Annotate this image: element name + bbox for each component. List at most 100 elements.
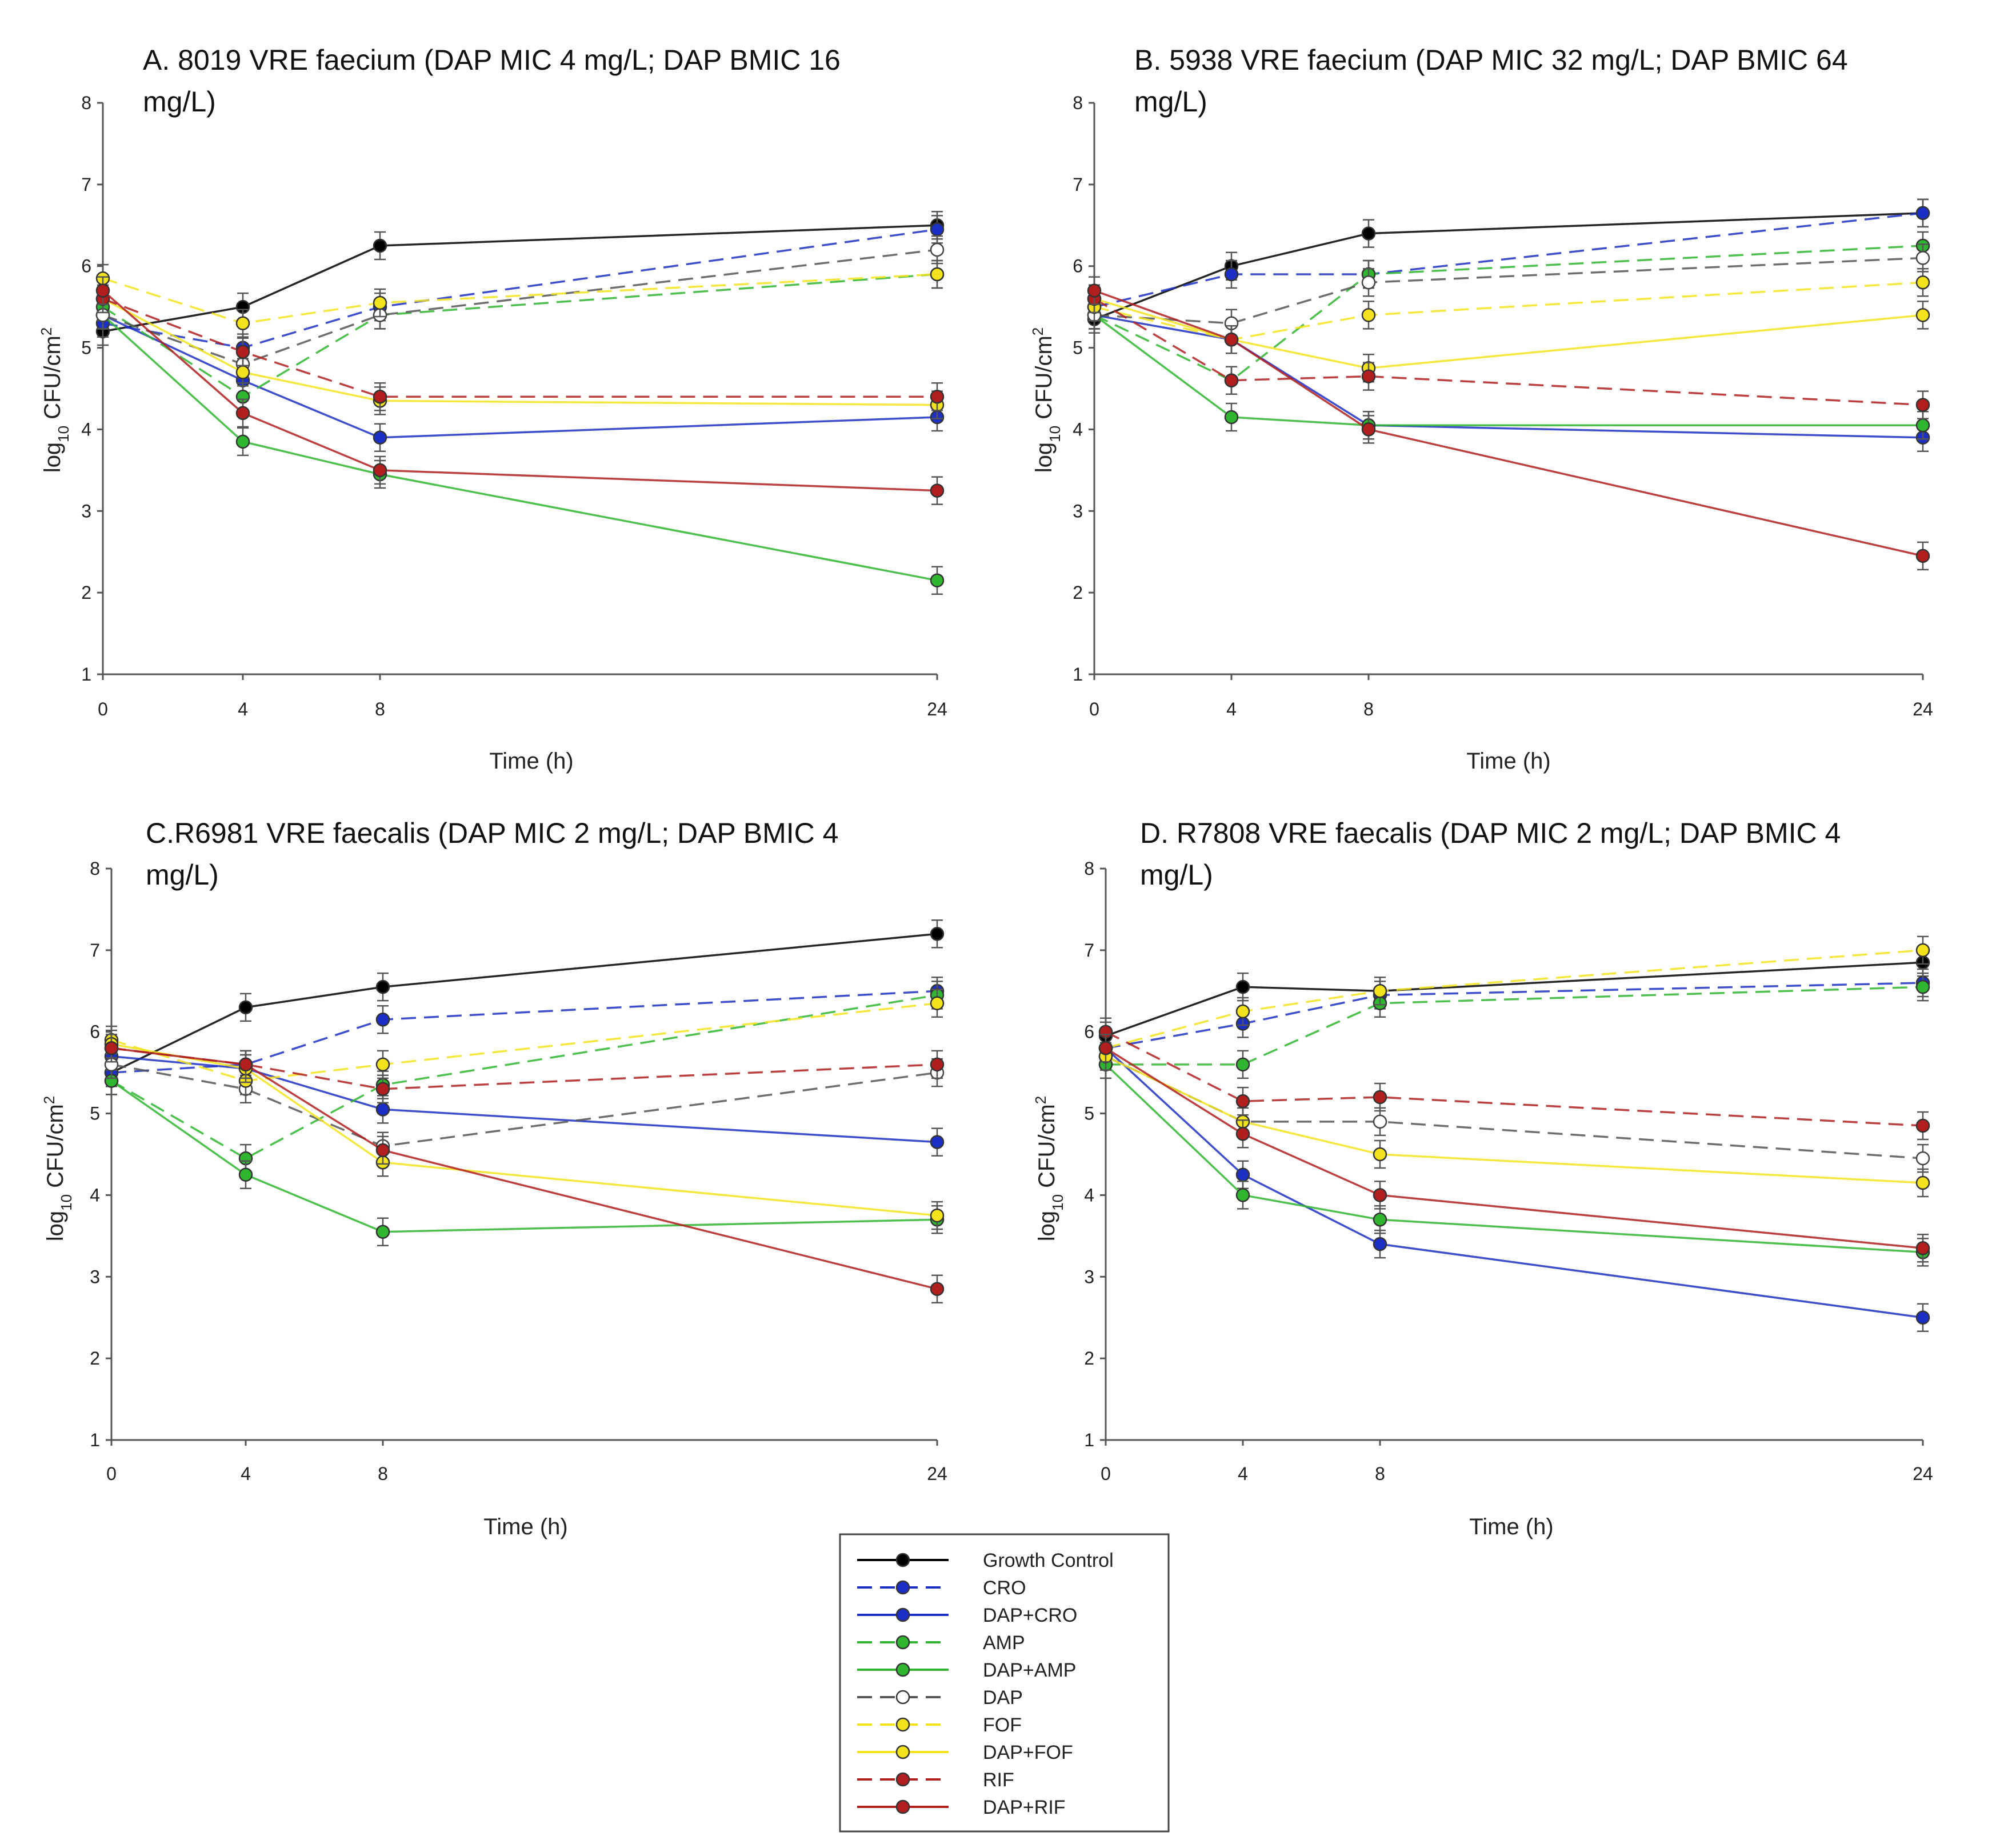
legend-marker-rif: [895, 1772, 910, 1787]
panel-a-point-fof: [235, 316, 250, 330]
panel-d-point-dap-plus-rif: [1235, 1127, 1250, 1141]
panel-c-point-rif: [930, 1057, 945, 1072]
panel-d-point-dap-plus-fof: [1915, 1175, 1930, 1190]
panel-d-point-dap: [1915, 1151, 1930, 1166]
panel-d-title-line1: D. R7808 VRE faecalis (DAP MIC 2 mg/L; D…: [1140, 817, 1841, 849]
legend-entry-fof: FOF: [857, 1714, 1022, 1736]
panel-c-y-tick-label: 7: [90, 940, 100, 961]
panel-a-y-tick-label: 7: [81, 174, 91, 195]
legend-label-fof: FOF: [983, 1714, 1022, 1736]
panel-a-line-dap-plus-rif: [102, 290, 938, 492]
panel-c-line-dap-plus-rif: [111, 1047, 938, 1290]
panel-a-x-tick-label: 8: [375, 699, 385, 719]
panel-a-x-tick-label: 24: [927, 699, 947, 719]
panel-d-point-amp: [1235, 1057, 1250, 1072]
panel-c-series-dap-plus-rif: [104, 1034, 945, 1303]
panel-d-point-rif: [1915, 1118, 1930, 1133]
panel-c-line-dap-plus-amp: [110, 1079, 938, 1233]
legend-marker-amp: [895, 1635, 910, 1650]
panel-a-line-dap-plus-amp: [102, 314, 938, 582]
panel-d-x-axis-label: Time (h): [1469, 1514, 1553, 1539]
panel-b-y-tick-label: 6: [1073, 256, 1083, 277]
legend-marker-growth-control: [895, 1553, 910, 1567]
panel-c: C.R6981 VRE faecalis (DAP MIC 2 mg/L; DA…: [41, 817, 947, 1539]
panel-d-point-rif: [1235, 1094, 1250, 1109]
panel-a-point-dap-plus-rif: [235, 406, 250, 421]
panel-c-x-tick-label: 0: [106, 1463, 117, 1484]
panel-a-point-dap-plus-rif: [373, 463, 387, 478]
panel-b-point-rif: [1224, 373, 1239, 387]
panel-d-line-dap-plus-amp: [1105, 1063, 1923, 1254]
panel-c-point-cro: [375, 1013, 390, 1027]
legend-entry-dap-plus-rif: DAP+RIF: [857, 1797, 1066, 1818]
panel-b-x-tick-label: 8: [1363, 699, 1374, 719]
panel-d-y-tick-label: 1: [1084, 1430, 1094, 1450]
panel-d-y-axis-label: log10 CFU/cm2: [1032, 1096, 1066, 1242]
panel-c-point-rif: [375, 1082, 390, 1096]
panel-b-y-tick-label: 1: [1073, 664, 1083, 685]
panel-b-point-dap-plus-fof: [1915, 308, 1930, 322]
panel-b-title-line2: mg/L): [1134, 86, 1207, 118]
panel-d-point-fof: [1915, 943, 1930, 958]
legend-label-cro: CRO: [983, 1577, 1026, 1599]
panel-b-y-axis-label: log10 CFU/cm2: [1029, 327, 1063, 473]
panel-d-line-fof: [1105, 949, 1923, 1049]
panel-b-point-dap-plus-rif: [1087, 283, 1102, 298]
panel-b-point-dap-plus-rif: [1224, 333, 1239, 347]
legend-label-dap-plus-rif: DAP+RIF: [983, 1797, 1066, 1818]
panel-d-y-tick-label: 7: [1084, 940, 1094, 961]
panel-b-series-dap-plus-rif: [1087, 276, 1930, 571]
legend-label-dap-plus-fof: DAP+FOF: [983, 1742, 1073, 1763]
panel-d-x-tick-label: 8: [1375, 1463, 1385, 1484]
panel-b-line-dap-plus-cro: [1094, 314, 1923, 439]
panel-d-point-dap-plus-amp: [1235, 1188, 1250, 1202]
panel-d-point-amp: [1915, 979, 1930, 994]
panel-a-x-tick-label: 0: [98, 699, 108, 719]
panel-b-y-tick-label: 2: [1073, 582, 1083, 603]
legend-entry-amp: AMP: [857, 1632, 1025, 1654]
legend-marker-dap-plus-rif: [895, 1799, 910, 1814]
panel-c-y-tick-label: 3: [90, 1266, 100, 1287]
panel-b-point-fof: [1915, 275, 1930, 290]
panel-a-point-fof: [373, 295, 387, 310]
panel-b-x-tick-label: 4: [1226, 699, 1237, 719]
panel-d-line-dap-plus-cro: [1105, 1047, 1923, 1319]
legend-entry-dap-plus-cro: DAP+CRO: [857, 1605, 1077, 1626]
panel-b-point-cro: [1224, 267, 1239, 282]
panel-a-point-rif: [235, 345, 250, 359]
panel-a-line-dap: [102, 249, 938, 365]
panel-c-x-tick-label: 4: [241, 1463, 251, 1484]
panel-a-point-rif: [930, 390, 945, 404]
panel-d-point-fof: [1235, 1004, 1250, 1019]
panel-a-point-dap-plus-amp: [930, 573, 945, 587]
panel-c-x-tick-label: 24: [927, 1463, 947, 1484]
panel-c-point-dap-plus-cro: [930, 1135, 945, 1149]
panel-d-x-tick-label: 24: [1913, 1463, 1933, 1484]
panel-b-point-fof: [1361, 308, 1376, 322]
panel-b-point-dap-plus-amp: [1224, 410, 1239, 425]
panel-c-y-tick-label: 2: [90, 1348, 100, 1369]
panel-d-title-line2: mg/L): [1140, 859, 1213, 891]
panel-c-point-dap-plus-fof: [930, 1208, 945, 1223]
panel-c-y-tick-label: 8: [90, 858, 100, 879]
panel-b-y-tick-label: 8: [1073, 93, 1083, 113]
panel-d-point-dap-plus-rif: [1373, 1188, 1387, 1202]
panel-a-point-dap: [930, 242, 945, 257]
panel-c-line-cro: [111, 990, 938, 1074]
panel-c-point-dap-plus-amp: [238, 1167, 253, 1182]
panel-b-point-dap: [1915, 251, 1930, 265]
panel-b-title-line1: B. 5938 VRE faecium (DAP MIC 32 mg/L; DA…: [1134, 44, 1848, 76]
panel-b-point-dap-plus-amp: [1915, 418, 1930, 433]
panel-d-y-tick-label: 3: [1084, 1266, 1094, 1287]
panel-c-point-dap-plus-rif: [930, 1282, 945, 1296]
panel-a-point-cro: [930, 222, 945, 237]
panel-c-point-growth-control: [375, 979, 390, 994]
panel-a-y-tick-label: 6: [81, 256, 91, 277]
panel-c-point-fof: [930, 996, 945, 1010]
legend: Growth Control CRO DAP+CRO AMP DAP+AMP DAP FOF…: [839, 1533, 1170, 1833]
panel-d-x-tick-label: 4: [1238, 1463, 1248, 1484]
panel-d-line-amp: [1106, 986, 1923, 1066]
legend-label-growth-control: Growth Control: [983, 1550, 1114, 1571]
panel-a-y-tick-label: 3: [81, 501, 91, 521]
